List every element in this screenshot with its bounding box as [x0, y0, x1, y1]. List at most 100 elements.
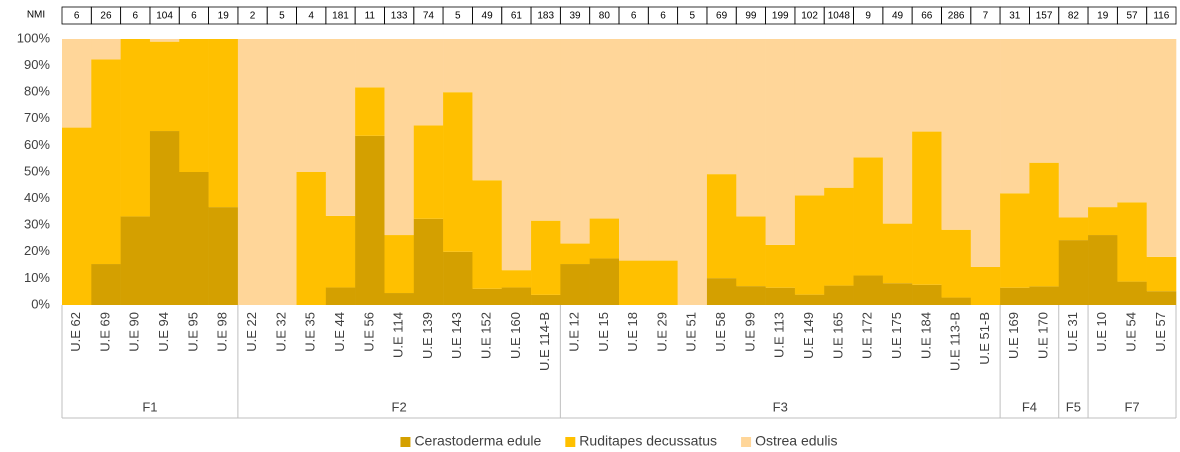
x-tick-label: U.E 51 [684, 312, 699, 352]
bar-segment [1088, 39, 1118, 208]
nmi-value: 19 [1097, 11, 1109, 22]
x-tick-label: U.E 169 [1006, 312, 1021, 359]
x-tick-label: U.E 175 [889, 312, 904, 359]
bar-segment [325, 215, 356, 288]
x-tick-label: U.E 44 [332, 312, 347, 352]
nmi-value: 69 [716, 11, 728, 22]
bar-segment [1146, 291, 1177, 305]
nmi-value: 82 [1068, 11, 1080, 22]
bar-segment [1117, 281, 1147, 305]
bar-segment [589, 39, 620, 219]
group-label: F1 [142, 399, 157, 414]
bar-segment [443, 251, 473, 305]
bar-segment [501, 287, 532, 305]
group-label: F4 [1022, 399, 1037, 414]
bar-segment [120, 39, 151, 217]
x-tick-label: U.E 149 [801, 312, 816, 359]
bar-segment [267, 39, 297, 305]
x-tick-label: U.E 113 [772, 312, 787, 358]
bar-segment [472, 39, 503, 181]
legend-swatch [400, 437, 411, 447]
nmi-value: 6 [133, 11, 139, 22]
nmi-value: 102 [801, 11, 818, 22]
y-tick-label: 60% [24, 137, 50, 152]
bar-segment [706, 278, 737, 305]
x-tick-label: U.E 172 [860, 312, 875, 359]
bar-segment [91, 264, 121, 305]
y-tick-label: 50% [24, 163, 50, 178]
x-tick-label: U.E 139 [420, 312, 435, 359]
nmi-value: 5 [690, 11, 696, 22]
bar-segment [794, 39, 825, 196]
bar-segment [179, 39, 209, 172]
bar-segment [941, 297, 972, 305]
bar-segment [560, 264, 590, 305]
y-tick-label: 70% [24, 110, 50, 125]
nmi-value: 4 [308, 11, 314, 22]
x-tick-label: U.E 69 [97, 312, 112, 352]
bar-segment [912, 39, 942, 132]
bar-segment [1117, 202, 1147, 282]
bar-segment [149, 41, 180, 132]
bar-segment [384, 235, 415, 294]
nmi-cell [1146, 6, 1177, 25]
y-tick-label: 30% [24, 217, 50, 232]
bar-segment [1000, 193, 1030, 288]
nmi-value: 181 [332, 11, 349, 22]
y-tick-label: 80% [24, 84, 50, 99]
x-tick-label: U.E 160 [508, 312, 523, 359]
bar-segment [179, 172, 209, 305]
nmi-value: 49 [482, 11, 494, 22]
x-tick-label: U.E 95 [185, 312, 200, 352]
bar-segment [941, 39, 972, 230]
x-tick-label: U.E 184 [918, 312, 933, 359]
y-tick-label: 10% [24, 270, 50, 285]
bar-segment [941, 229, 972, 298]
nmi-value: 7 [983, 11, 989, 22]
x-tick-label: U.E 62 [68, 312, 83, 352]
nmi-value: 19 [218, 11, 230, 22]
x-tick-label: U.E 99 [742, 312, 757, 352]
bar-segment [1029, 39, 1060, 163]
x-tick-label: U.E 29 [654, 312, 669, 352]
bar-segment [413, 39, 444, 126]
nmi-value: 104 [156, 11, 173, 22]
bar-segment [765, 244, 796, 288]
x-tick-label: U.E 94 [156, 312, 171, 352]
bar-segment [208, 207, 239, 305]
bar-segment [560, 39, 590, 244]
y-tick-label: 0% [31, 296, 50, 311]
bar-segment [706, 39, 737, 175]
bar-segment [736, 216, 766, 287]
bar-segment [472, 180, 503, 289]
bar-segment [443, 92, 473, 252]
bar-segment [531, 220, 561, 295]
x-tick-label: U.E 165 [830, 312, 845, 359]
nmi-value: 49 [892, 11, 904, 22]
nmi-value: 133 [391, 11, 408, 22]
nmi-value: 31 [1009, 11, 1021, 22]
x-tick-label: U.E 90 [127, 312, 142, 352]
bar-segment [1117, 39, 1147, 203]
nmi-value: 286 [948, 11, 965, 22]
bar-segment [824, 39, 854, 188]
x-tick-label: U.E 152 [479, 312, 494, 359]
bar-segment [1088, 235, 1118, 305]
nmi-value: 116 [1153, 11, 1169, 22]
bar-segment [882, 223, 913, 284]
bar-segment [912, 131, 942, 285]
bar-segment [560, 243, 590, 265]
bar-segment [824, 285, 854, 305]
bar-segment [648, 260, 678, 305]
bar-segment [237, 39, 268, 305]
bar-segment [91, 39, 121, 60]
x-tick-label: U.E 22 [244, 312, 259, 352]
bar-segment [794, 195, 825, 295]
bar-segment [501, 39, 532, 271]
bar-segment [1058, 39, 1089, 218]
bar-segment [706, 174, 737, 279]
x-tick-label: U.E 113-B [948, 312, 963, 371]
legend-label: Ruditapes decussatus [579, 433, 717, 449]
bar-segment [970, 266, 1001, 305]
x-tick-label: U.E 35 [303, 312, 318, 352]
